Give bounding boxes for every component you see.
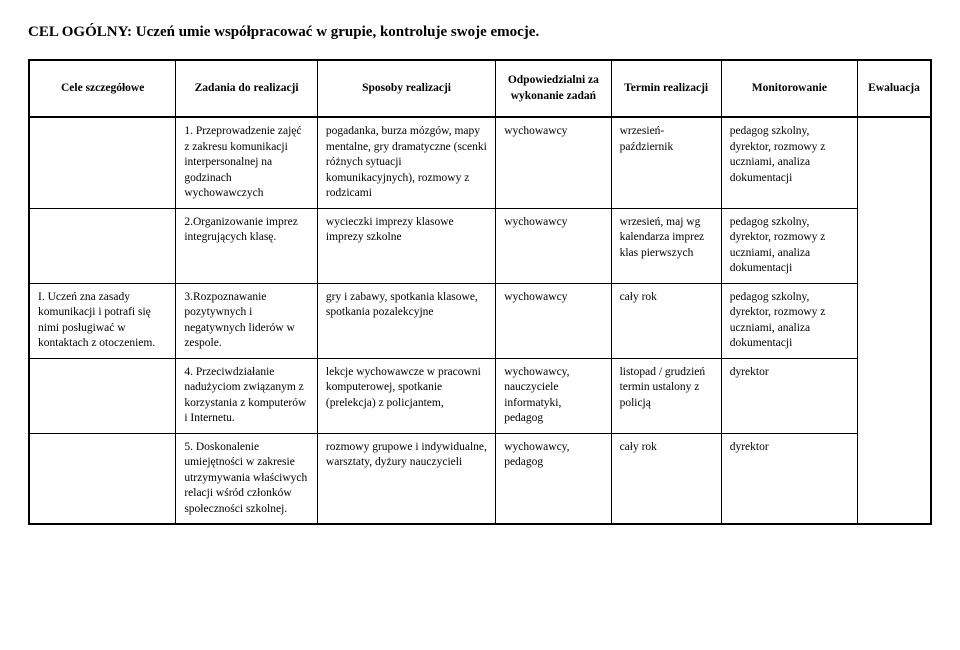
cell-methods: pogadanka, burza mózgów, mapy mentalne, … — [317, 117, 495, 208]
cell-responsible: wychowawcy, nauczyciele informatyki, ped… — [496, 358, 611, 433]
cell-term: cały rok — [611, 433, 721, 524]
col-monitorowanie: Monitorowanie — [721, 60, 857, 117]
cell-responsible: wychowawcy — [496, 283, 611, 358]
col-termin: Termin realizacji — [611, 60, 721, 117]
cell-responsible: wychowawcy — [496, 117, 611, 208]
cell-monitoring: pedagog szkolny, dyrektor, rozmowy z ucz… — [721, 283, 857, 358]
cell-term: cały rok — [611, 283, 721, 358]
plan-table: Cele szczegółowe Zadania do realizacji S… — [28, 59, 932, 525]
page-title: CEL OGÓLNY: Uczeń umie współpracować w g… — [28, 24, 932, 41]
cell-term: wrzesień-październik — [611, 117, 721, 208]
cell-term: wrzesień, maj wg kalendarza imprez klas … — [611, 208, 721, 283]
cell-eval — [858, 117, 931, 524]
cell-task: 1. Przeprowadzenie zajęć z zakresu komun… — [176, 117, 318, 208]
cell-responsible: wychowawcy, pedagog — [496, 433, 611, 524]
table-row: I. Uczeń zna zasady komunikacji i potraf… — [29, 283, 931, 358]
cell-task: 3.Rozpoznawanie pozytywnych i negatywnyc… — [176, 283, 318, 358]
col-cele: Cele szczegółowe — [29, 60, 176, 117]
col-zadania: Zadania do realizacji — [176, 60, 318, 117]
cell-methods: wycieczki imprezy klasowe imprezy szkoln… — [317, 208, 495, 283]
cell-task: 2.Organizowanie imprez integrujących kla… — [176, 208, 318, 283]
cell-task: 5. Doskonalenie umiejętności w zakresie … — [176, 433, 318, 524]
cell-monitoring: dyrektor — [721, 358, 857, 433]
col-odpowiedzialni: Odpowiedzialni za wykonanie zadań — [496, 60, 611, 117]
cell-monitoring: pedagog szkolny, dyrektor, rozmowy z ucz… — [721, 208, 857, 283]
table-row: 4. Przeciwdziałanie nadużyciom związanym… — [29, 358, 931, 433]
table-header-row: Cele szczegółowe Zadania do realizacji S… — [29, 60, 931, 117]
cell-monitoring: dyrektor — [721, 433, 857, 524]
col-sposoby: Sposoby realizacji — [317, 60, 495, 117]
cell-goal-label: I. Uczeń zna zasady komunikacji i potraf… — [29, 283, 176, 358]
cell-term: listopad / grudzień termin ustalony z po… — [611, 358, 721, 433]
table-row: 2.Organizowanie imprez integrujących kla… — [29, 208, 931, 283]
cell-goal-blank — [29, 208, 176, 283]
cell-task: 4. Przeciwdziałanie nadużyciom związanym… — [176, 358, 318, 433]
table-row: 1. Przeprowadzenie zajęć z zakresu komun… — [29, 117, 931, 208]
cell-goal-blank — [29, 433, 176, 524]
table-row: 5. Doskonalenie umiejętności w zakresie … — [29, 433, 931, 524]
cell-methods: gry i zabawy, spotkania klasowe, spotkan… — [317, 283, 495, 358]
cell-goal-blank — [29, 358, 176, 433]
cell-monitoring: pedagog szkolny, dyrektor, rozmowy z ucz… — [721, 117, 857, 208]
cell-methods: lekcje wychowawcze w pracowni komputerow… — [317, 358, 495, 433]
cell-goal-blank — [29, 117, 176, 208]
cell-methods: rozmowy grupowe i indywidualne, warsztat… — [317, 433, 495, 524]
col-ewaluacja: Ewaluacja — [858, 60, 931, 117]
cell-responsible: wychowawcy — [496, 208, 611, 283]
